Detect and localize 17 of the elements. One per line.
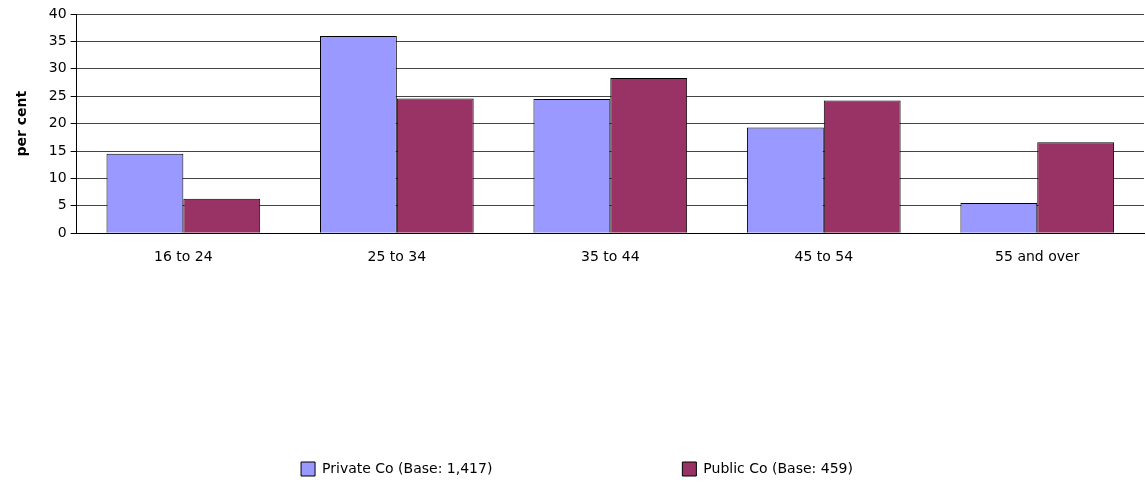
y-tick-label: 20 bbox=[48, 114, 67, 131]
y-tick-label: 40 bbox=[48, 4, 67, 21]
x-tick-label: 35 to 44 bbox=[581, 248, 640, 265]
y-tick-label: 15 bbox=[48, 141, 67, 158]
y-tick-label: 0 bbox=[57, 223, 67, 240]
x-tick-label: 16 to 24 bbox=[154, 248, 213, 265]
legend-label: Public Co (Base: 459) bbox=[703, 459, 853, 476]
legend-label: Private Co (Base: 1,417) bbox=[322, 459, 493, 476]
x-tick-label: 25 to 34 bbox=[367, 248, 427, 265]
y-tick-label: 25 bbox=[48, 86, 67, 103]
x-tick-label: 45 to 54 bbox=[794, 248, 854, 265]
y-tick-label: 30 bbox=[48, 59, 67, 76]
y-axis-title: per cent bbox=[13, 90, 30, 157]
y-tick-label: 10 bbox=[48, 169, 67, 186]
y-tick-label: 5 bbox=[57, 196, 67, 213]
y-tick-label: 35 bbox=[48, 32, 67, 49]
x-tick-label: 55 and over bbox=[995, 248, 1080, 265]
